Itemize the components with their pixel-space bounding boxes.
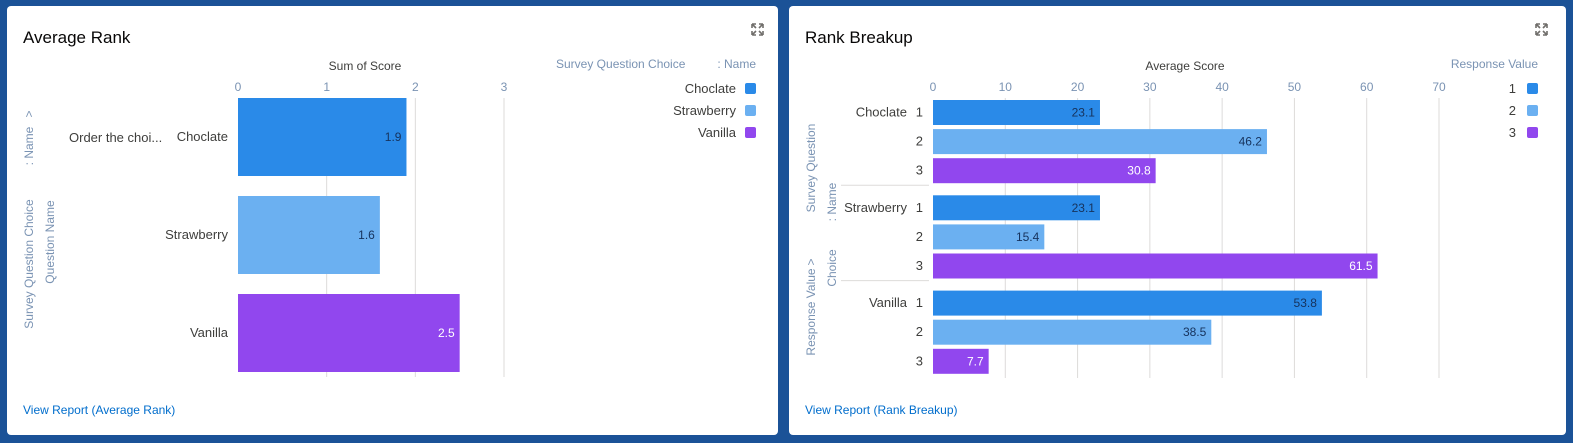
- legend-swatch: [745, 83, 756, 94]
- legend-label: Choclate: [685, 81, 736, 96]
- x-tick-label: 10: [999, 80, 1013, 94]
- data-label: 61.5: [1349, 259, 1373, 273]
- x-axis-title: Sum of Score: [329, 59, 402, 73]
- card-title: Rank Breakup: [805, 28, 913, 47]
- data-label: 7.7: [967, 354, 984, 368]
- bar: [238, 196, 380, 274]
- legend-label: 2: [1509, 103, 1516, 118]
- data-label: 23.1: [1072, 106, 1096, 120]
- sub-category-label: 1: [916, 105, 923, 120]
- data-label: 53.8: [1294, 296, 1318, 310]
- legend-label: Strawberry: [673, 103, 736, 118]
- y-axis-arrow: >: [804, 258, 818, 265]
- sub-category-label: 3: [916, 353, 923, 368]
- rank-breakup-card: Rank Breakup Average Score 0 10 20 30 40 50 60 7…: [789, 6, 1566, 435]
- bar: [933, 290, 1322, 316]
- sub-category-label: 2: [916, 324, 923, 339]
- group-label: Vanilla: [869, 295, 908, 310]
- category-label: Choclate: [177, 129, 228, 144]
- legend-swatch: [745, 105, 756, 116]
- x-tick-label: 30: [1143, 80, 1157, 94]
- bar: [933, 319, 1212, 345]
- y-axis-inner-suffix: : Name: [825, 182, 839, 221]
- x-axis-title: Average Score: [1145, 59, 1224, 73]
- bar: [933, 129, 1267, 155]
- x-tick-label: 3: [501, 80, 508, 94]
- x-tick-label: 1: [323, 80, 330, 94]
- expand-icon[interactable]: [1535, 23, 1548, 36]
- rank-breakup-chart: Average Score 0 10 20 30 40 50 60 70 23.1 1 Choclat…: [804, 57, 1538, 378]
- y-axis-title-inner: Choice: [825, 249, 839, 287]
- legend-title: Survey Question Choice: [556, 57, 686, 71]
- data-label: 1.9: [385, 130, 402, 144]
- data-label: 38.5: [1183, 325, 1207, 339]
- group-label: Choclate: [856, 105, 907, 120]
- legend-label: Vanilla: [698, 125, 737, 140]
- bar: [933, 195, 1100, 221]
- legend-swatch: [1527, 127, 1538, 138]
- category-label: Strawberry: [165, 227, 228, 242]
- legend-label: 1: [1509, 81, 1516, 96]
- bar: [933, 253, 1378, 279]
- sub-category-label: 1: [916, 200, 923, 215]
- legend-title-suffix: : Name: [717, 57, 756, 71]
- y-axis-title: Response Value: [804, 268, 818, 355]
- category-label: Vanilla: [190, 325, 229, 340]
- legend-title: Response Value: [1451, 57, 1538, 71]
- bar: [933, 158, 1156, 184]
- x-tick-label: 0: [235, 80, 242, 94]
- y-axis-title: Survey Question Choice: [22, 199, 36, 329]
- data-label: 15.4: [1016, 230, 1040, 244]
- view-report-link[interactable]: View Report (Average Rank): [23, 403, 176, 417]
- y-axis-suffix: Survey Question: [804, 124, 818, 213]
- x-tick-label: 70: [1432, 80, 1446, 94]
- sub-category-label: 1: [916, 295, 923, 310]
- sub-category-label: 3: [916, 163, 923, 178]
- x-tick-label: 40: [1215, 80, 1229, 94]
- bar: [933, 100, 1100, 125]
- x-tick-label: 0: [930, 80, 937, 94]
- data-label: 1.6: [358, 228, 375, 242]
- group-label: Order the choi...: [69, 130, 162, 145]
- x-tick-label: 50: [1288, 80, 1302, 94]
- bar: [238, 294, 460, 372]
- sub-category-label: 2: [916, 134, 923, 149]
- x-tick-label: 2: [412, 80, 419, 94]
- y-axis-arrow: >: [22, 110, 36, 117]
- card-title: Average Rank: [23, 28, 131, 47]
- legend-swatch: [1527, 83, 1538, 94]
- y-axis-suffix: : Name: [22, 126, 36, 165]
- data-label: 23.1: [1072, 201, 1096, 215]
- legend-label: 3: [1509, 125, 1516, 140]
- data-label: 2.5: [438, 326, 455, 340]
- legend-swatch: [745, 127, 756, 138]
- sub-category-label: 3: [916, 258, 923, 273]
- average-rank-card: Average Rank Sum of Score 0 1 2 3 1.9 Choclate…: [7, 6, 778, 435]
- bar: [933, 348, 989, 374]
- expand-icon[interactable]: [751, 23, 764, 36]
- bar: [238, 98, 407, 176]
- x-tick-label: 20: [1071, 80, 1085, 94]
- data-label: 30.8: [1127, 164, 1151, 178]
- sub-category-label: 2: [916, 229, 923, 244]
- y-axis-title-inner: Question Name: [43, 200, 57, 284]
- data-label: 46.2: [1239, 135, 1263, 149]
- average-rank-chart: Sum of Score 0 1 2 3 1.9 Choclate 1.6 Strawberry…: [22, 57, 756, 377]
- x-tick-label: 60: [1360, 80, 1374, 94]
- legend-swatch: [1527, 105, 1538, 116]
- group-label: Strawberry: [844, 200, 907, 215]
- bar: [933, 224, 1045, 250]
- view-report-link[interactable]: View Report (Rank Breakup): [805, 403, 958, 417]
